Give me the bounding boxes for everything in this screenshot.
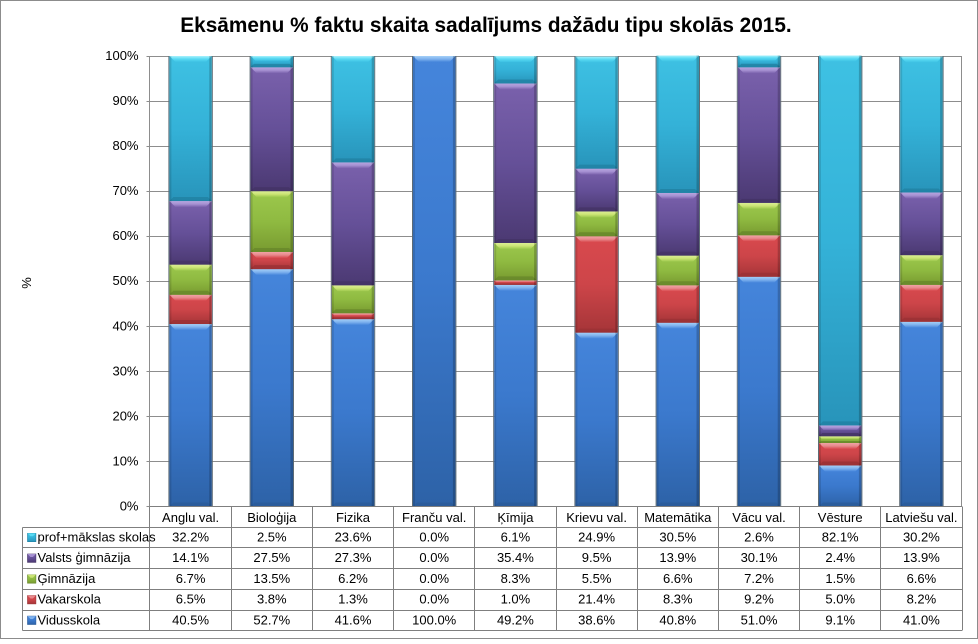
svg-text:40.8%: 40.8% (659, 612, 696, 627)
svg-text:Bioloģija: Bioloģija (247, 510, 297, 525)
svg-text:14.1%: 14.1% (172, 550, 209, 565)
svg-text:2.5%: 2.5% (257, 530, 287, 545)
svg-text:23.6%: 23.6% (335, 530, 372, 545)
svg-text:51.0%: 51.0% (741, 612, 778, 627)
svg-text:Vakarskola: Vakarskola (38, 592, 102, 607)
svg-text:Valsts ģimnāzija: Valsts ģimnāzija (38, 550, 132, 565)
svg-text:Krievu val.: Krievu val. (566, 510, 627, 525)
svg-text:9.5%: 9.5% (582, 550, 612, 565)
svg-text:3.8%: 3.8% (257, 592, 287, 607)
svg-text:70%: 70% (112, 183, 138, 198)
svg-text:21.4%: 21.4% (578, 592, 615, 607)
svg-text:Matemātika: Matemātika (644, 510, 712, 525)
svg-text:2.6%: 2.6% (744, 530, 774, 545)
svg-text:5.5%: 5.5% (582, 571, 612, 586)
svg-text:prof+mākslas skolas: prof+mākslas skolas (38, 530, 157, 545)
svg-text:35.4%: 35.4% (497, 550, 534, 565)
svg-text:0.0%: 0.0% (419, 592, 449, 607)
svg-text:%: % (19, 277, 34, 289)
svg-text:Franču val.: Franču val. (402, 510, 466, 525)
svg-text:0.0%: 0.0% (419, 571, 449, 586)
svg-text:27.5%: 27.5% (253, 550, 290, 565)
svg-text:27.3%: 27.3% (335, 550, 372, 565)
svg-text:Fizika: Fizika (336, 510, 371, 525)
svg-text:2.4%: 2.4% (825, 550, 855, 565)
svg-text:Vidusskola: Vidusskola (38, 612, 101, 627)
svg-text:82.1%: 82.1% (822, 530, 859, 545)
svg-text:6.6%: 6.6% (663, 571, 693, 586)
svg-text:100%: 100% (105, 48, 139, 63)
svg-text:13.5%: 13.5% (253, 571, 290, 586)
svg-text:8.2%: 8.2% (907, 592, 937, 607)
svg-text:1.5%: 1.5% (825, 571, 855, 586)
svg-text:30.5%: 30.5% (659, 530, 696, 545)
svg-text:52.7%: 52.7% (253, 612, 290, 627)
svg-text:49.2%: 49.2% (497, 612, 534, 627)
svg-text:38.6%: 38.6% (578, 612, 615, 627)
svg-text:Latviešu val.: Latviešu val. (885, 510, 957, 525)
svg-text:90%: 90% (112, 93, 138, 108)
svg-text:7.2%: 7.2% (744, 571, 774, 586)
svg-text:Ķīmija: Ķīmija (497, 510, 534, 525)
svg-text:6.5%: 6.5% (176, 592, 206, 607)
svg-text:5.0%: 5.0% (825, 592, 855, 607)
svg-text:40.5%: 40.5% (172, 612, 209, 627)
svg-text:41.6%: 41.6% (335, 612, 372, 627)
svg-text:32.2%: 32.2% (172, 530, 209, 545)
svg-text:9.2%: 9.2% (744, 592, 774, 607)
svg-text:100.0%: 100.0% (412, 612, 457, 627)
svg-text:6.6%: 6.6% (907, 571, 937, 586)
svg-text:Anglu val.: Anglu val. (162, 510, 219, 525)
svg-text:13.9%: 13.9% (903, 550, 940, 565)
svg-text:9.1%: 9.1% (825, 612, 855, 627)
svg-text:41.0%: 41.0% (903, 612, 940, 627)
svg-text:20%: 20% (112, 408, 138, 423)
svg-text:80%: 80% (112, 138, 138, 153)
svg-text:0%: 0% (120, 499, 139, 514)
svg-text:Vācu val.: Vācu val. (732, 510, 785, 525)
svg-text:6.1%: 6.1% (501, 530, 531, 545)
svg-text:6.2%: 6.2% (338, 571, 368, 586)
svg-text:30.1%: 30.1% (741, 550, 778, 565)
svg-text:1.3%: 1.3% (338, 592, 368, 607)
svg-text:0.0%: 0.0% (419, 530, 449, 545)
svg-text:30%: 30% (112, 363, 138, 378)
svg-text:30.2%: 30.2% (903, 530, 940, 545)
svg-text:1.0%: 1.0% (501, 592, 531, 607)
svg-text:13.9%: 13.9% (659, 550, 696, 565)
svg-text:50%: 50% (112, 273, 138, 288)
svg-text:24.9%: 24.9% (578, 530, 615, 545)
svg-text:Vēsture: Vēsture (818, 510, 863, 525)
svg-text:Ģimnāzija: Ģimnāzija (38, 571, 97, 586)
svg-text:40%: 40% (112, 318, 138, 333)
svg-text:0.0%: 0.0% (419, 550, 449, 565)
svg-text:8.3%: 8.3% (501, 571, 531, 586)
svg-text:8.3%: 8.3% (663, 592, 693, 607)
svg-text:10%: 10% (112, 453, 138, 468)
svg-text:Eksāmenu % faktu skaita sadalī: Eksāmenu % faktu skaita sadalījums dažād… (180, 14, 791, 37)
svg-text:60%: 60% (112, 228, 138, 243)
svg-text:6.7%: 6.7% (176, 571, 206, 586)
